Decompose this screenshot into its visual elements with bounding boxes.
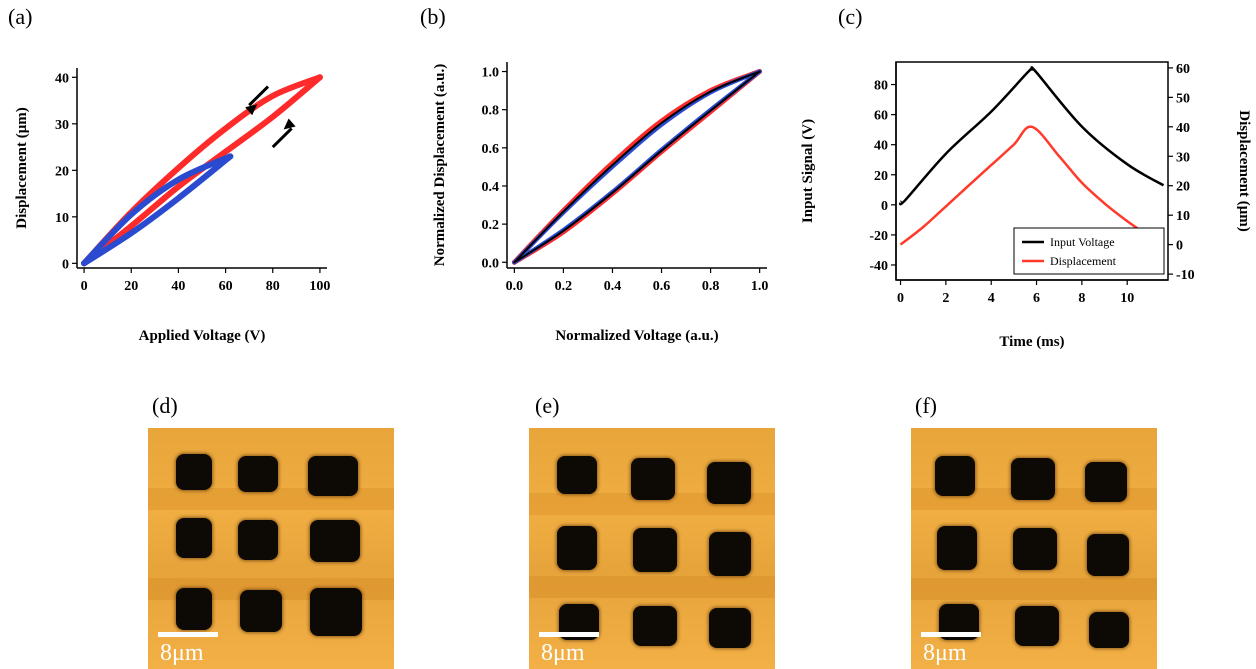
y-right-tick-label: 30 bbox=[1176, 150, 1190, 165]
y-tick-label: 0.0 bbox=[482, 256, 500, 271]
y-axis-label: Displacement (μm) bbox=[14, 107, 30, 228]
x-tick-label: 4 bbox=[988, 291, 995, 306]
y-tick-label: 60 bbox=[874, 109, 888, 124]
x-tick-label: 0.8 bbox=[702, 279, 720, 294]
x-tick-label: 60 bbox=[219, 279, 233, 294]
y-tick-label: 80 bbox=[874, 79, 888, 94]
y-tick-label: -20 bbox=[869, 229, 888, 244]
y-tick-label: 10 bbox=[55, 211, 69, 226]
y-tick-label: 0.8 bbox=[482, 104, 500, 119]
panel-label-b: (b) bbox=[420, 4, 446, 29]
x-tick-label: 2 bbox=[942, 291, 949, 306]
afm-image-d: 8μm bbox=[148, 428, 394, 669]
scale-bar-label: 8μm bbox=[541, 640, 585, 666]
series-line-down bbox=[513, 70, 761, 264]
y-right-axis-label: Displacement (μm) bbox=[1236, 110, 1252, 231]
scale-bar bbox=[921, 632, 981, 637]
x-tick-label: 0.4 bbox=[604, 279, 622, 294]
x-tick-label: 8 bbox=[1078, 291, 1085, 306]
y-tick-label: 0 bbox=[62, 257, 69, 272]
y-axis-label: Input Signal (V) bbox=[800, 119, 816, 223]
x-tick-label: 1.0 bbox=[751, 279, 769, 294]
series-line-up bbox=[513, 70, 761, 264]
y-right-tick-label: 60 bbox=[1176, 62, 1190, 77]
series-line bbox=[899, 125, 1162, 246]
y-tick-label: 30 bbox=[55, 118, 69, 133]
x-tick-label: 0.0 bbox=[506, 279, 524, 294]
panel-label-e: (e) bbox=[535, 393, 560, 418]
legend-label: Displacement bbox=[1050, 254, 1117, 268]
scale-bar-label: 8μm bbox=[923, 640, 967, 666]
series-line-up bbox=[81, 153, 234, 267]
y-tick-label: 40 bbox=[55, 71, 69, 86]
panel-label-d: (d) bbox=[152, 393, 178, 418]
y-tick-label: 40 bbox=[874, 139, 888, 154]
y-axis-label: Normalized Displacement (a.u.) bbox=[432, 64, 448, 266]
scale-bar-label: 8μm bbox=[160, 640, 204, 666]
x-tick-label: 0 bbox=[897, 291, 904, 306]
y-tick-label: -40 bbox=[869, 259, 888, 274]
arrow-decreasing-head bbox=[245, 104, 258, 116]
y-right-tick-label: -10 bbox=[1176, 268, 1195, 283]
x-tick-label: 10 bbox=[1120, 291, 1134, 306]
arrow-increasing bbox=[271, 127, 293, 149]
x-axis-label: Applied Voltage (V) bbox=[139, 328, 266, 344]
x-axis-label: Time (ms) bbox=[999, 334, 1064, 350]
x-tick-label: 80 bbox=[266, 279, 280, 294]
arrow-decreasing bbox=[248, 85, 270, 107]
panel-label-c: (c) bbox=[838, 4, 863, 29]
panel-label-a: (a) bbox=[8, 4, 33, 29]
y-tick-label: 20 bbox=[874, 169, 888, 184]
scale-bar bbox=[158, 632, 218, 637]
scale-bar bbox=[539, 632, 599, 637]
y-tick-label: 0.6 bbox=[482, 142, 500, 157]
x-tick-label: 100 bbox=[309, 279, 330, 294]
y-right-tick-label: 10 bbox=[1176, 209, 1190, 224]
x-tick-label: 20 bbox=[124, 279, 138, 294]
x-axis-label: Normalized Voltage (a.u.) bbox=[555, 328, 718, 344]
x-tick-label: 0.2 bbox=[555, 279, 573, 294]
arrow-increasing-head bbox=[283, 118, 296, 130]
y-tick-label: 20 bbox=[55, 164, 69, 179]
y-tick-label: 0.2 bbox=[482, 218, 500, 233]
y-right-tick-label: 0 bbox=[1176, 239, 1183, 254]
x-tick-label: 40 bbox=[171, 279, 185, 294]
x-tick-label: 0.6 bbox=[653, 279, 671, 294]
x-tick-label: 6 bbox=[1033, 291, 1040, 306]
series-line-down bbox=[81, 153, 234, 267]
legend-label: Input Voltage bbox=[1050, 235, 1115, 249]
y-right-tick-label: 40 bbox=[1176, 121, 1190, 136]
y-tick-label: 0.4 bbox=[482, 180, 500, 195]
afm-image-f: 8μm bbox=[911, 428, 1157, 669]
afm-image-e: 8μm bbox=[529, 428, 775, 669]
y-tick-label: 1.0 bbox=[482, 66, 500, 81]
y-right-tick-label: 50 bbox=[1176, 91, 1190, 106]
x-tick-label: 0 bbox=[81, 279, 88, 294]
legend-box bbox=[1013, 227, 1165, 275]
series-line bbox=[899, 66, 1165, 206]
y-right-tick-label: 20 bbox=[1176, 180, 1190, 195]
y-tick-label: 0 bbox=[881, 199, 888, 214]
panel-label-f: (f) bbox=[915, 393, 937, 418]
